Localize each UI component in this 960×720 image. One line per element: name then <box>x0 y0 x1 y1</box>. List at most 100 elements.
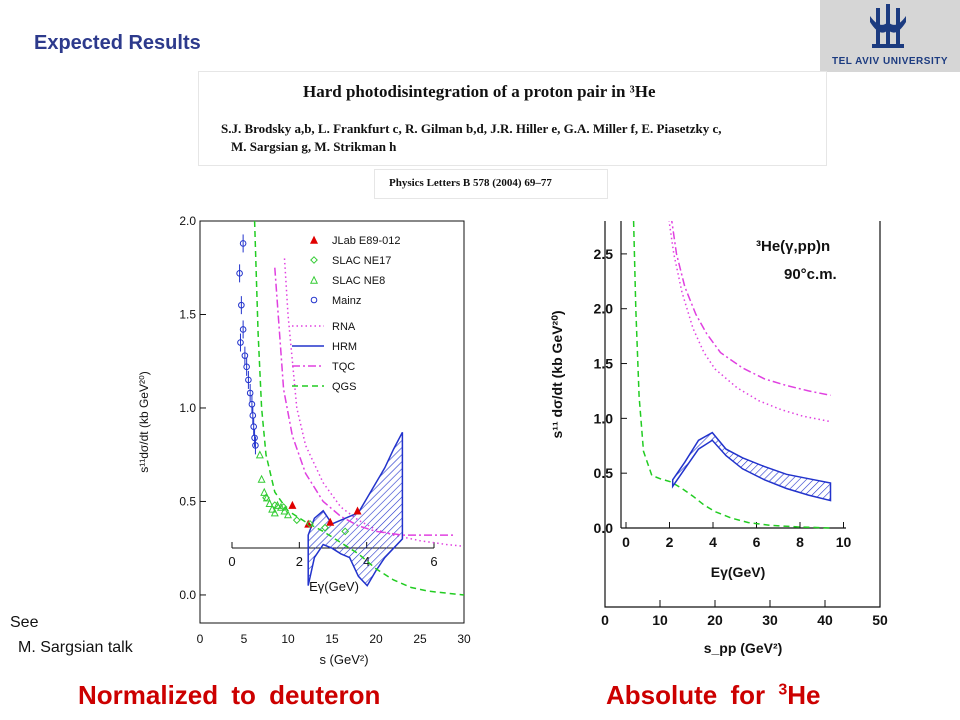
right-x-tick-label: 30 <box>762 612 778 628</box>
left-legend-marker <box>310 256 318 264</box>
see-note-line-1: See <box>10 614 39 631</box>
left-point-circle-open <box>243 363 250 371</box>
left-point-triangle-open <box>257 474 266 483</box>
left-inner-tick-label: 0 <box>228 554 235 569</box>
left-y-tick-label: 2.0 <box>179 214 196 228</box>
paper-title: Hard photodisintegration of a proton pai… <box>303 82 656 101</box>
rh-curve-dotted <box>668 221 831 423</box>
right-y-tick-label: 0.5 <box>594 465 614 481</box>
caption-left: Normalized to deuteron <box>78 680 381 710</box>
left-x-tick-label: 25 <box>413 632 427 646</box>
left-legend-marker <box>310 296 318 304</box>
left-point-circle-open <box>246 389 254 397</box>
left-point-circle-open <box>251 434 258 442</box>
right-chart: 0 10 20 30 40 50s_pp (GeV²)0.00.51.01.52.02.5… <box>549 221 888 656</box>
left-legend-label: JLab E89-012 <box>332 235 401 247</box>
right-y-tick-label: 0.0 <box>594 520 614 536</box>
logo-text: TEL AVIV UNIVERSITY <box>832 56 948 67</box>
authors-line-1: S.J. Brodsky a,b, L. Frankfurt c, R. Gil… <box>221 121 722 136</box>
rh-band-3 <box>671 431 832 502</box>
right-x-axis-label: s_pp (GeV²) <box>704 640 783 656</box>
left-point-triangle-open <box>265 499 274 508</box>
right-inner-tick-label: 2 <box>666 534 674 550</box>
right-annotation-reaction: ³He(γ,pp)n <box>756 238 830 255</box>
left-point-circle-open <box>248 400 256 408</box>
left-legend-marker <box>309 275 319 284</box>
left-point-circle-open <box>238 301 245 309</box>
left-x-tick-label: 10 <box>281 632 295 646</box>
left-legend-marker <box>309 235 319 244</box>
journal-citation: Physics Letters B 578 (2004) 69–77 <box>389 177 552 189</box>
left-point-circle-open <box>239 326 247 333</box>
right-y-tick-label: 2.5 <box>594 246 614 262</box>
left-legend-label: QGS <box>332 381 356 393</box>
left-point-circle-open <box>249 412 257 419</box>
left-point-circle-open <box>245 376 252 384</box>
right-inner-tick-label: 6 <box>753 534 761 550</box>
left-x-tick-label: 30 <box>457 632 471 646</box>
left-point-circle-open <box>252 442 259 449</box>
paper-reference: Hard photodisintegration of a proton pai… <box>199 72 826 165</box>
right-inner-axis-label: Eγ(GeV) <box>711 564 765 580</box>
right-plot-frame <box>604 221 881 608</box>
see-note-line-2: M. Sargsian talk <box>18 639 133 656</box>
caption-right-sup: 3 <box>778 681 788 699</box>
right-y-tick-label: 1.0 <box>594 410 614 426</box>
journal-reference: Physics Letters B 578 (2004) 69–77 <box>375 170 607 198</box>
left-point-diamond <box>306 519 314 528</box>
left-x-tick-label: 5 <box>241 632 248 646</box>
rh-curve-dashed <box>632 221 831 529</box>
left-y-tick-label: 0.0 <box>179 588 196 602</box>
left-legend-label: Mainz <box>332 295 361 307</box>
lh-curve-rna <box>283 258 464 548</box>
left-point-triangle-open <box>283 510 293 519</box>
left-x-tick-label: 20 <box>369 632 383 646</box>
right-y-tick-label: 2.0 <box>594 301 614 317</box>
left-point-circle-open <box>241 352 249 359</box>
right-y-axis-label: s¹¹ dσ/dt (kb GeV²⁰) <box>549 311 565 439</box>
left-plot-frame <box>199 220 465 624</box>
right-y-tick-label: 1.5 <box>594 356 614 372</box>
logo-emblem-icon <box>870 4 906 48</box>
left-legend-label: SLAC NE8 <box>332 275 385 287</box>
lh-band-1 <box>307 431 404 587</box>
left-inner-tick-label: 2 <box>296 554 303 569</box>
right-x-tick-label: 0 <box>601 612 609 628</box>
left-point-diamond <box>321 523 329 532</box>
right-inner-tick-label: 0 <box>622 534 630 550</box>
right-inner-tick-label: 8 <box>796 534 804 550</box>
left-y-axis-label: s¹¹dσ/dt (kb GeV²⁰) <box>137 371 151 473</box>
right-annotation-angle: 90°c.m. <box>784 266 837 283</box>
left-x-tick-label: 0 <box>197 632 204 646</box>
authors-line-2: M. Sargsian g, M. Strikman h <box>231 139 397 154</box>
right-x-tick-label: 10 <box>652 612 668 628</box>
left-legend-label: HRM <box>332 341 357 353</box>
left-point-triangle-open <box>268 504 277 513</box>
left-point-triangle-open <box>280 506 289 515</box>
left-point-triangle-open <box>273 500 282 509</box>
university-logo: TEL AVIV UNIVERSITY <box>820 0 960 72</box>
lh-curve-qgs <box>253 221 464 596</box>
left-inner-tick-label: 6 <box>430 554 437 569</box>
left-point-circle-open <box>239 240 247 247</box>
paper-authors: S.J. Brodsky a,b, L. Frankfurt c, R. Gil… <box>221 120 821 156</box>
caption-right-prefix: Absolute for <box>606 680 779 710</box>
left-point-triangle-open <box>270 508 279 517</box>
left-point-circle-open <box>237 339 244 346</box>
left-y-tick-label: 0.5 <box>179 494 196 508</box>
see-note: See M. Sargsian talk <box>10 610 133 660</box>
left-y-tick-label: 1.5 <box>179 307 196 321</box>
left-point-triangle-filled <box>353 506 362 515</box>
left-point-circle-open <box>250 423 257 430</box>
right-x-tick-label: 20 <box>707 612 723 628</box>
caption-right: Absolute for 3He <box>606 680 821 711</box>
caption-right-suffix: He <box>787 680 821 710</box>
lh-curve-tqc <box>274 267 456 536</box>
left-point-diamond <box>292 516 301 525</box>
left-point-diamond <box>341 527 350 536</box>
slide-title: Expected Results <box>34 32 201 54</box>
left-point-triangle-filled <box>288 500 297 509</box>
right-inner-tick-label: 10 <box>836 534 852 550</box>
left-inner-axis-label: Eγ(GeV) <box>309 579 359 594</box>
